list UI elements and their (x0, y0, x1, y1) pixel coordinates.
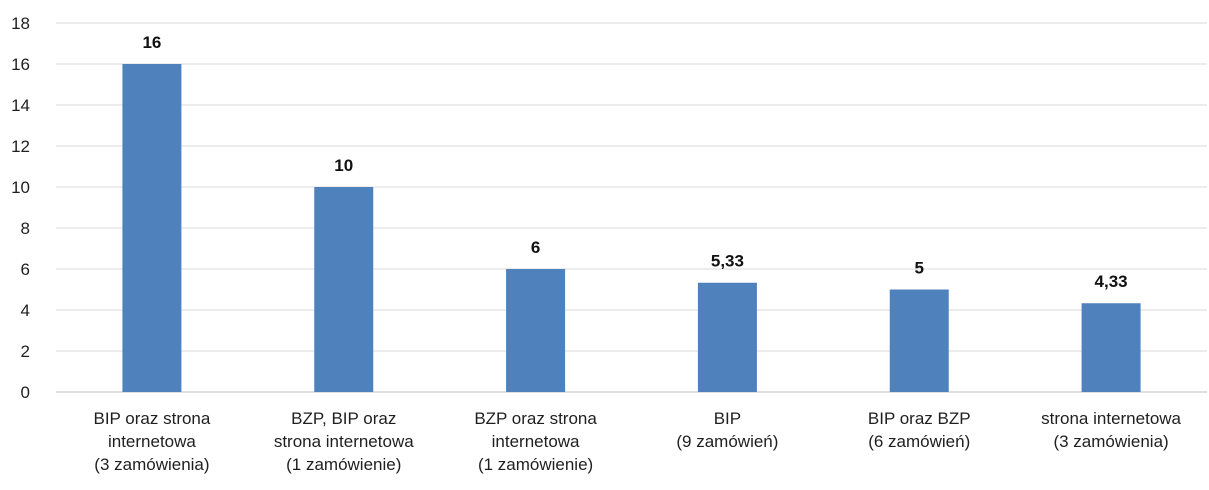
y-tick-label: 8 (21, 219, 30, 238)
y-tick-label: 14 (11, 96, 30, 115)
x-axis-category-labels: BIP oraz strona internetowa (3 zamówienia)… (93, 409, 1181, 474)
y-tick-label: 12 (11, 137, 30, 156)
gridlines (56, 22, 1207, 393)
category-label-line: strona internetowa (1041, 409, 1181, 428)
category-label-line: (6 zamówień) (868, 432, 970, 451)
category-label-line: internetowa (492, 432, 580, 451)
data-label: 6 (531, 238, 540, 257)
category-label: BZP, BIP oraz strona internetowa (1 zamówi… (274, 409, 414, 474)
y-tick-label: 16 (11, 55, 30, 74)
bar (697, 282, 757, 392)
y-tick-label: 18 (11, 14, 30, 33)
category-label-line: BZP oraz strona (474, 409, 597, 428)
category-label: BIP (9 zamówień) (676, 409, 778, 451)
data-label: 16 (142, 33, 161, 52)
bar (314, 187, 374, 392)
bar (506, 269, 566, 392)
data-label: 5,33 (711, 252, 744, 271)
y-tick-label: 6 (21, 260, 30, 279)
category-label-line: (3 zamówienia) (94, 455, 209, 474)
bar (122, 64, 182, 392)
category-label: BZP oraz strona internetowa (1 zamówienie) (474, 409, 597, 474)
category-label: strona internetowa (3 zamówienia) (1041, 409, 1181, 451)
bar (1081, 303, 1141, 392)
y-tick-label: 10 (11, 178, 30, 197)
data-label: 5 (915, 259, 924, 278)
y-tick-label: 0 (21, 383, 30, 402)
category-label-line: (1 zamówienie) (286, 455, 401, 474)
y-tick-label: 4 (21, 301, 30, 320)
bar (889, 289, 949, 392)
data-labels: 16 10 6 5,33 5 4,33 (142, 33, 1127, 291)
data-label: 4,33 (1095, 272, 1128, 291)
category-label-line: BIP oraz BZP (868, 409, 971, 428)
category-label-line: (9 zamówień) (676, 432, 778, 451)
category-label-line: BIP (714, 409, 741, 428)
category-label-line: BIP oraz strona (93, 409, 210, 428)
category-label: BIP oraz BZP (6 zamówień) (868, 409, 971, 451)
y-axis-tick-labels: 0 2 4 6 8 10 12 14 16 18 (11, 14, 30, 402)
data-label: 10 (334, 156, 353, 175)
category-label: BIP oraz strona internetowa (3 zamówienia) (93, 409, 210, 474)
category-label-line: internetowa (108, 432, 196, 451)
category-label-line: (3 zamówienia) (1053, 432, 1168, 451)
category-label-line: strona internetowa (274, 432, 414, 451)
bars (122, 64, 1141, 392)
category-label-line: (1 zamówienie) (478, 455, 593, 474)
y-tick-label: 2 (21, 342, 30, 361)
category-label-line: BZP, BIP oraz (291, 409, 396, 428)
